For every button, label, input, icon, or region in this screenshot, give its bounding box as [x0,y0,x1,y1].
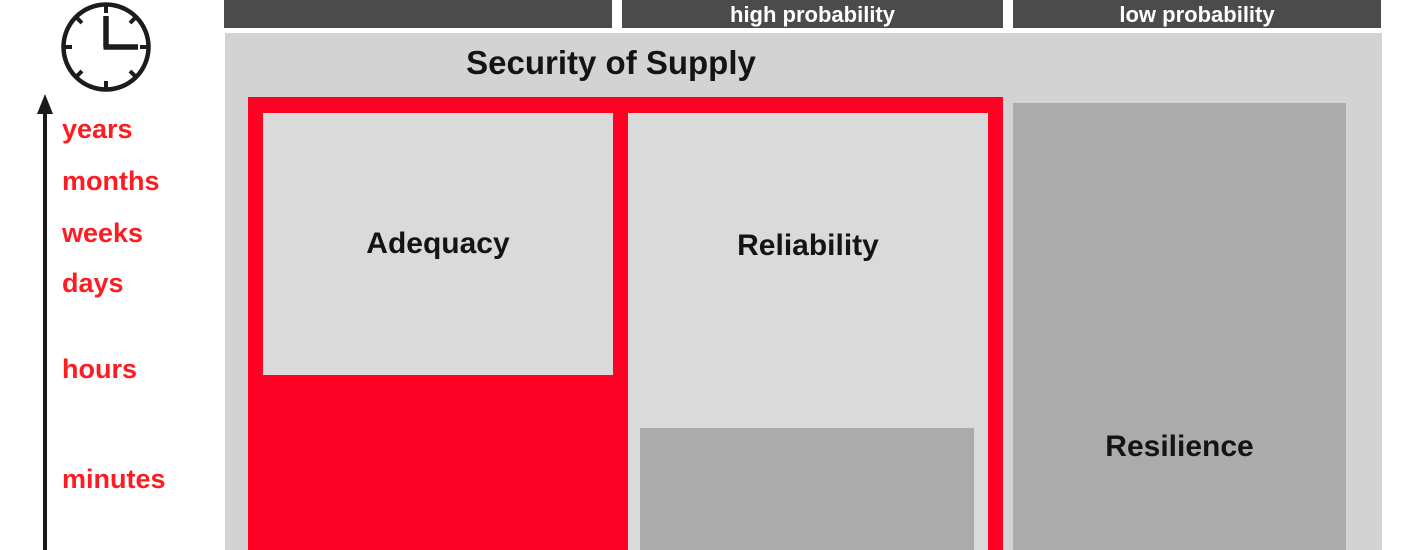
probability-bar-left [224,0,612,28]
probability-bar-high: high probability [622,0,1003,28]
probability-bar-high-label: high probability [730,2,895,27]
time-label-months: months [62,166,160,196]
resilience-label: Resilience [1105,430,1254,463]
panel-title: Security of Supply [466,44,756,81]
time-label-days: days [62,268,124,298]
time-label-minutes: minutes [62,464,166,494]
clock-icon [61,2,151,92]
time-label-hours: hours [62,354,138,384]
probability-bar-low-label: low probability [1119,2,1275,27]
adequacy-label: Adequacy [366,227,510,260]
reliability-sub-box [640,428,974,550]
time-axis-arrowhead [37,94,53,114]
time-axis-arrow [43,112,47,550]
time-label-weeks: weeks [62,218,144,248]
adequacy-box: Adequacy [263,113,613,375]
reliability-label: Reliability [737,229,879,262]
probability-bar-low: low probability [1013,0,1381,28]
time-label-years: years [62,114,133,144]
resilience-box: Resilience [1013,103,1346,550]
